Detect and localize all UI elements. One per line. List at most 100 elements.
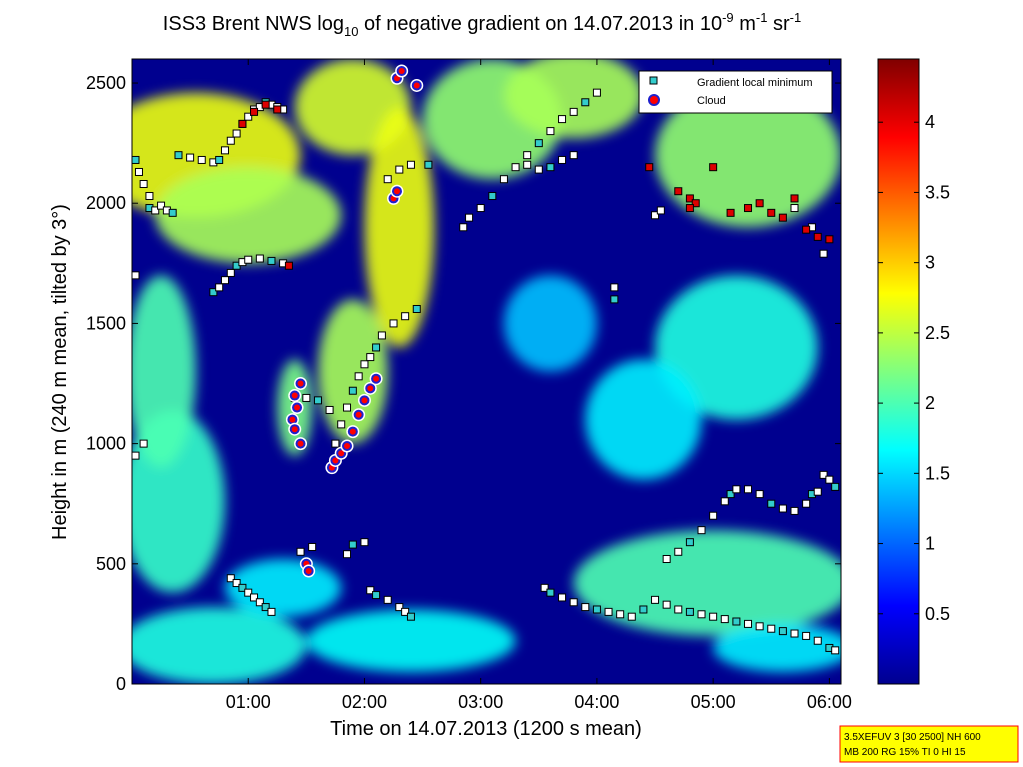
gradient-minimum-point (308, 542, 317, 551)
gradient-minimum-point (209, 288, 218, 297)
gradient-minimum-point (767, 499, 776, 508)
gradient-minimum-point (569, 151, 578, 160)
cloud-point (353, 409, 364, 420)
gradient-minimum-point (651, 595, 660, 604)
field-blob-6 (155, 167, 342, 264)
gradient-minimum-point (132, 271, 140, 280)
gradient-minimum-point (523, 151, 532, 160)
gradient-minimum-point (662, 555, 671, 563)
gradient-minimum-point (424, 160, 433, 169)
cloud-point (411, 80, 422, 91)
gradient-minimum-point (389, 319, 398, 328)
cloud-point (365, 383, 376, 394)
red-square-point (726, 208, 735, 217)
gradient-minimum-point (540, 583, 549, 592)
gradient-minimum-point (267, 607, 276, 616)
gradient-minimum-point (476, 204, 485, 213)
colorbar-tick-label: 3 (925, 253, 935, 273)
gradient-minimum-point (383, 595, 392, 604)
gradient-minimum-point (755, 490, 764, 499)
red-square-point (273, 105, 282, 114)
gradient-minimum-point (366, 353, 375, 362)
cloud-marker-icon (648, 94, 660, 106)
gradient-minimum-point (354, 372, 363, 381)
gradient-minimum-point (581, 98, 590, 107)
gradient-minimum-point (261, 603, 270, 612)
red-square-point (284, 261, 293, 270)
red-square-point (674, 187, 683, 196)
cloud-point (289, 390, 300, 401)
cloud-point (292, 402, 303, 413)
gradient-minimum-point (360, 360, 369, 369)
gradient-minimum-point (732, 617, 741, 626)
gradient-minimum-point (802, 631, 811, 640)
gradient-minimum-point (406, 160, 415, 169)
legend: Gradient local minimum Cloud (638, 70, 833, 114)
gradient-minimum-point (534, 165, 543, 174)
gradient-minimum-point (790, 629, 799, 638)
cloud-point (371, 373, 382, 384)
red-square-point (685, 204, 694, 213)
gradient-minimum-marker-icon (649, 76, 658, 85)
gradient-minimum-point (674, 605, 683, 614)
gradient-minimum-point (168, 208, 177, 217)
x-tick-label: 04:00 (574, 692, 619, 712)
field-blob-15 (317, 299, 388, 444)
cloud-point (295, 438, 306, 449)
colorbar-tick-label: 1.5 (925, 463, 950, 483)
colorbar-tick-label: 3.5 (925, 182, 950, 202)
gradient-minimum-point (337, 420, 346, 429)
gradient-minimum-point (592, 605, 601, 614)
gradient-minimum-point (220, 146, 229, 155)
gradient-minimum-point (802, 499, 811, 508)
gradient-minimum-point (145, 192, 154, 201)
gradient-minimum-point (790, 204, 799, 213)
gradient-minimum-point (523, 160, 532, 169)
info-box-frame (839, 725, 1019, 763)
red-square-point (744, 204, 753, 213)
gradient-minimum-point (662, 600, 671, 609)
plot-frame (131, 58, 842, 685)
red-square-point (778, 213, 787, 222)
gradient-minimum-point (720, 615, 729, 624)
red-square-point (261, 100, 270, 109)
gradient-minimum-point (412, 305, 421, 313)
gradient-minimum-point (325, 405, 334, 414)
gradient-minimum-point (604, 607, 613, 616)
gradient-minimum-point (610, 283, 619, 292)
gradient-minimum-point (238, 583, 247, 592)
gradient-minimum-point (244, 255, 253, 264)
gradient-minimum-point (616, 610, 625, 619)
info-line-2: MB 200 RG 15% TI 0 HI 15 (844, 747, 966, 758)
cloud-point (392, 186, 403, 197)
red-square-point (709, 163, 718, 172)
gradient-minimum-point (569, 598, 578, 607)
gradient-minimum-point (348, 386, 357, 395)
colorbar-tick-label: 0.5 (925, 604, 950, 624)
gradient-minimum-point (709, 612, 718, 621)
field-blob-1 (306, 609, 516, 672)
x-tick-label: 01:00 (226, 692, 271, 712)
gradient-minimum-point (720, 497, 729, 506)
gradient-minimum-point (697, 610, 706, 619)
gradient-minimum-point (546, 127, 555, 136)
y-tick-label: 1500 (86, 313, 126, 333)
gradient-minimum-point (406, 612, 415, 621)
gradient-minimum-point (790, 506, 799, 515)
cloud-point (289, 424, 300, 435)
info-line-1: 3.5XEFUV 3 [30 2500] NH 600 (844, 732, 981, 743)
gradient-minimum-point (132, 451, 140, 460)
gradient-minimum-point (778, 627, 787, 636)
colorbar-tick-label: 2.5 (925, 323, 950, 343)
gradient-minimum-point (499, 175, 508, 184)
gradient-minimum-point (558, 593, 567, 602)
red-square-point (238, 119, 247, 128)
gradient-minimum-point (767, 624, 776, 633)
gradient-minimum-point (226, 136, 235, 145)
gradient-minimum-point (592, 88, 601, 97)
red-square-point (802, 225, 811, 234)
cloud-point (303, 566, 314, 577)
x-tick-label: 02:00 (342, 692, 387, 712)
gradient-minimum-point (267, 256, 276, 265)
